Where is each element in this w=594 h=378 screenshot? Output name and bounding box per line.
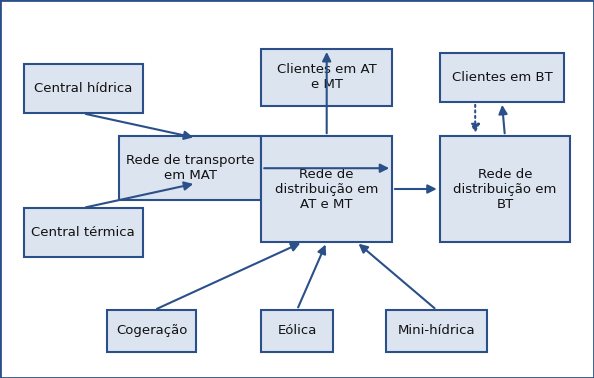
FancyBboxPatch shape <box>261 136 392 242</box>
Text: Clientes em BT: Clientes em BT <box>451 71 552 84</box>
Text: Central térmica: Central térmica <box>31 226 135 239</box>
FancyBboxPatch shape <box>440 53 564 102</box>
FancyBboxPatch shape <box>107 310 196 352</box>
Text: Central hídrica: Central hídrica <box>34 82 132 95</box>
Text: Rede de
distribuição em
BT: Rede de distribuição em BT <box>453 167 557 211</box>
Text: Eólica: Eólica <box>277 324 317 337</box>
Text: Mini-hídrica: Mini-hídrica <box>398 324 475 337</box>
FancyBboxPatch shape <box>440 136 570 242</box>
FancyBboxPatch shape <box>119 136 261 200</box>
FancyBboxPatch shape <box>386 310 487 352</box>
FancyBboxPatch shape <box>24 64 143 113</box>
FancyBboxPatch shape <box>261 49 392 106</box>
Text: Cogeração: Cogeração <box>116 324 187 337</box>
Text: Clientes em AT
e MT: Clientes em AT e MT <box>277 64 377 91</box>
FancyBboxPatch shape <box>261 310 333 352</box>
Text: Rede de
distribuição em
AT e MT: Rede de distribuição em AT e MT <box>275 167 378 211</box>
Text: Rede de transporte
em MAT: Rede de transporte em MAT <box>126 154 254 182</box>
FancyBboxPatch shape <box>24 208 143 257</box>
